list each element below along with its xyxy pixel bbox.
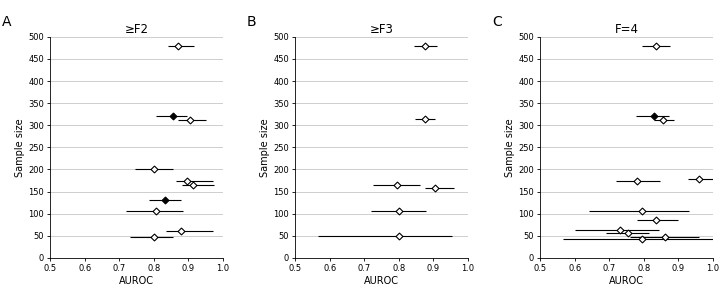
Text: A: A <box>2 15 12 29</box>
X-axis label: AUROC: AUROC <box>364 276 399 286</box>
Y-axis label: Sample size: Sample size <box>505 118 516 177</box>
Title: ≥F3: ≥F3 <box>369 23 394 36</box>
Title: ≥F2: ≥F2 <box>125 23 148 36</box>
X-axis label: AUROC: AUROC <box>119 276 154 286</box>
Y-axis label: Sample size: Sample size <box>16 118 25 177</box>
Text: B: B <box>247 15 256 29</box>
Text: C: C <box>492 15 502 29</box>
X-axis label: AUROC: AUROC <box>609 276 644 286</box>
Y-axis label: Sample size: Sample size <box>261 118 271 177</box>
Title: F=4: F=4 <box>615 23 639 36</box>
